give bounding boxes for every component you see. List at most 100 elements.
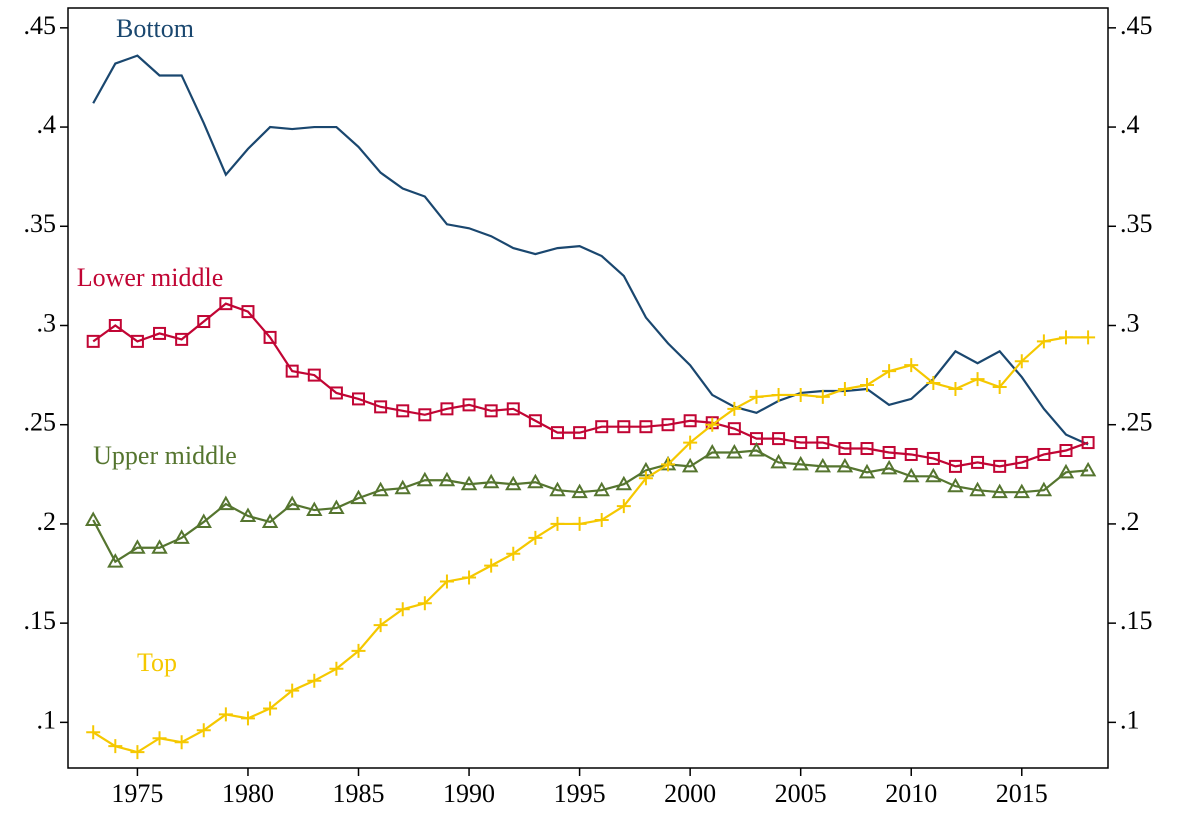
plus-marker [506, 546, 521, 561]
plus-marker [218, 707, 233, 722]
plus-marker [992, 380, 1007, 395]
square-marker [1059, 444, 1073, 458]
plus-marker [108, 739, 123, 754]
series-label: Top [137, 648, 177, 677]
triangle-marker [858, 463, 876, 479]
square-marker [263, 330, 277, 344]
triangle-marker [416, 471, 434, 487]
plus-marker [749, 389, 764, 404]
series-label: Bottom [116, 14, 194, 43]
y-tick-label: .1 [37, 705, 57, 734]
square-marker [550, 426, 564, 440]
triangle-marker [306, 501, 323, 517]
square-marker [794, 436, 808, 450]
square-marker [197, 315, 211, 329]
x-tick-label: 2005 [775, 779, 827, 808]
triangle-marker [460, 475, 478, 491]
triangle-marker [991, 483, 1008, 499]
y-tick-label: .25 [24, 408, 57, 437]
square-marker [1081, 436, 1095, 450]
plus-marker [948, 381, 963, 396]
series-line [92, 54, 1089, 446]
plus-marker [882, 364, 897, 379]
y2-tick-label: .1 [1120, 705, 1140, 734]
plus-marker [174, 735, 189, 750]
plus-marker [462, 570, 477, 585]
triangle-marker [814, 457, 832, 473]
plus-marker [86, 725, 101, 740]
square-marker [108, 318, 122, 332]
plus-marker [1036, 334, 1051, 349]
y2-tick-label: .25 [1120, 408, 1153, 437]
square-marker [595, 420, 609, 434]
y-tick-label: .45 [24, 11, 57, 40]
triangle-marker [129, 539, 146, 554]
square-marker [153, 326, 167, 340]
square-marker [440, 402, 454, 416]
x-tick-label: 2010 [885, 779, 937, 808]
triangle-marker [527, 473, 544, 489]
triangle-marker [261, 513, 279, 528]
square-marker [727, 422, 741, 436]
square-marker [528, 414, 542, 428]
square-marker [1037, 447, 1051, 461]
y-tick-label: .15 [24, 606, 57, 635]
y-tick-label: .2 [37, 507, 57, 536]
square-marker [329, 386, 343, 400]
triangle-marker [792, 455, 809, 471]
triangle-marker [151, 539, 168, 554]
plus-marker [837, 381, 852, 396]
plus-marker [373, 618, 388, 633]
square-marker [1015, 455, 1029, 469]
x-tick-label: 1995 [554, 779, 606, 808]
series-label: Upper middle [93, 441, 237, 470]
plus-marker [130, 745, 145, 760]
square-marker [816, 436, 830, 450]
plus-marker [638, 471, 653, 486]
plus-marker [329, 661, 344, 676]
plus-marker [285, 683, 300, 698]
plus-marker [395, 602, 410, 617]
plus-marker [196, 723, 211, 738]
plus-marker [926, 376, 941, 391]
x-tick-label: 1985 [333, 779, 385, 808]
plus-marker [771, 387, 786, 402]
x-tick-label: 1980 [222, 779, 274, 808]
x-tick-label: 1990 [443, 779, 495, 808]
square-marker [971, 455, 985, 469]
triangle-marker [947, 477, 964, 493]
square-marker [241, 305, 255, 319]
square-marker [130, 334, 144, 348]
y2-tick-label: .3 [1120, 308, 1140, 337]
square-marker [838, 442, 852, 456]
plus-marker [1058, 330, 1073, 345]
y2-tick-label: .45 [1120, 11, 1153, 40]
square-marker [904, 447, 918, 461]
square-marker [219, 297, 233, 311]
x-tick-label: 2000 [664, 779, 716, 808]
square-marker [175, 332, 189, 346]
square-marker [506, 402, 520, 416]
triangle-marker [903, 467, 920, 483]
plus-marker [793, 387, 808, 402]
square-marker [462, 398, 476, 412]
triangle-marker [681, 457, 699, 473]
triangle-marker [505, 475, 522, 491]
plus-marker [550, 516, 565, 531]
square-marker [573, 426, 587, 440]
square-marker [683, 414, 697, 428]
triangle-marker [482, 473, 500, 489]
triangle-marker [372, 481, 389, 497]
plus-marker [594, 512, 609, 527]
triangle-marker [1013, 483, 1030, 499]
triangle-marker [880, 459, 898, 475]
plus-marker [240, 711, 255, 726]
triangle-marker [217, 495, 235, 511]
series-line [92, 336, 1089, 754]
y2-tick-label: .15 [1120, 606, 1153, 635]
square-marker [860, 442, 874, 456]
triangle-marker [394, 479, 411, 495]
triangle-marker [239, 507, 257, 522]
square-marker [926, 451, 940, 465]
